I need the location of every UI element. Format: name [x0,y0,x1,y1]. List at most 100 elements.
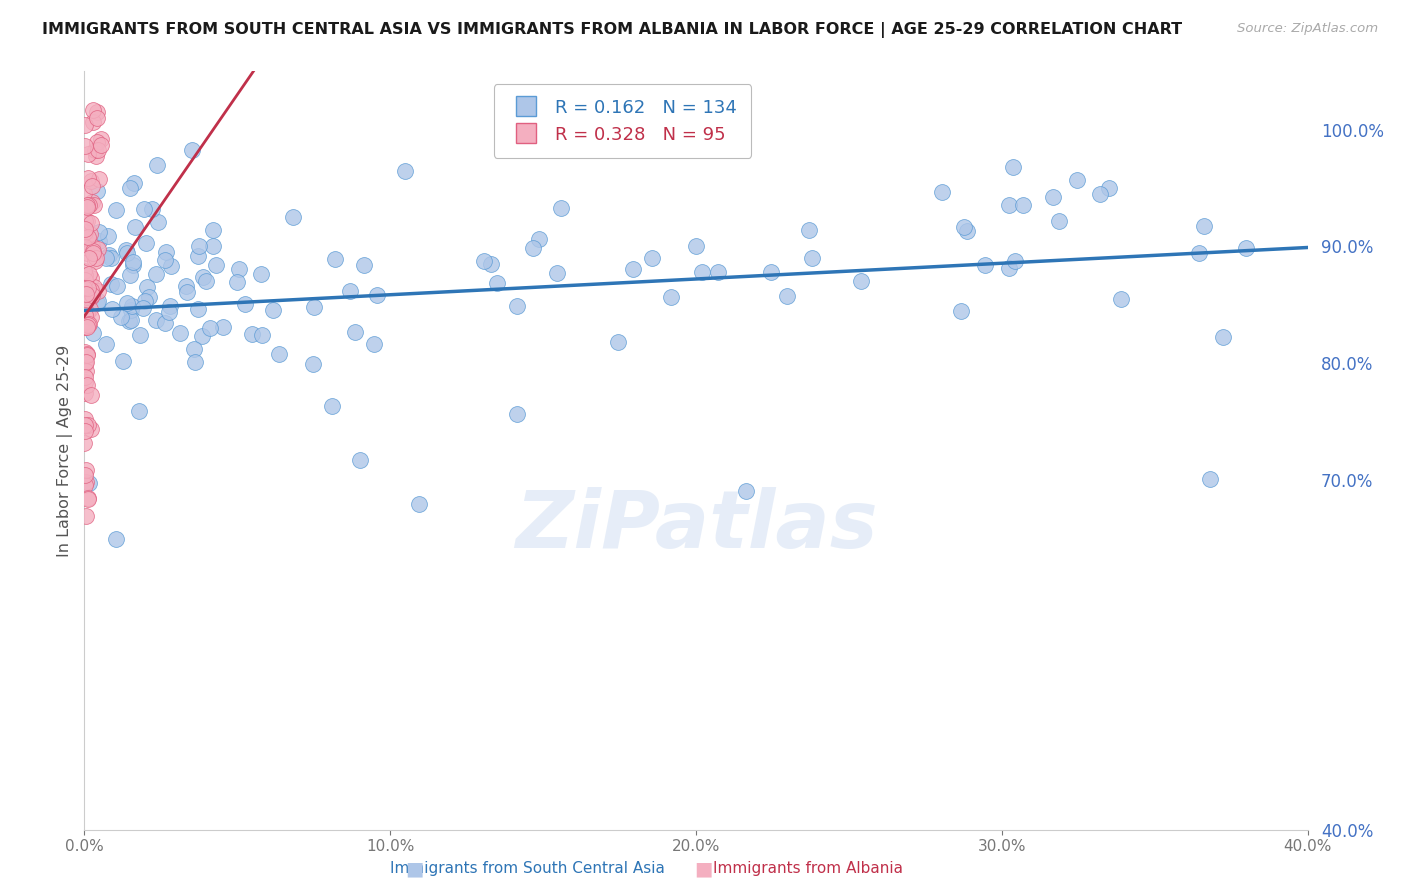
Point [82,244,104,258]
Point [801,252,824,266]
Point [522,241,544,255]
Point [191,269,214,284]
Point [250,327,273,342]
Point [73,308,96,322]
Point [77,242,100,256]
Point [641,251,664,265]
Point [685,239,707,253]
Point [73,281,96,295]
Point [75,386,97,401]
Point [1098,181,1121,195]
Point [86,111,108,125]
Point [187,239,209,253]
Point [952,219,974,234]
Point [1042,189,1064,203]
Point [122,176,145,190]
Point [76,347,98,361]
Point [105,279,128,293]
Point [159,299,181,313]
Point [76,198,98,212]
Point [706,265,728,279]
Point [1192,219,1215,233]
Point [200,320,222,334]
Point [506,299,529,313]
Point [321,399,343,413]
Point [87,243,110,257]
Point [76,318,98,332]
Point [281,211,304,225]
Point [155,253,177,268]
Point [146,215,169,229]
Point [82,178,104,193]
Point [114,243,136,257]
Point [1002,160,1025,174]
Point [82,103,104,117]
Point [75,344,97,359]
Point [301,357,323,371]
Point [76,306,98,320]
Point [101,302,124,317]
Point [73,240,96,254]
Point [202,239,225,253]
Point [1199,472,1222,486]
Point [659,290,682,304]
Point [120,302,142,317]
Point [262,303,284,318]
Point [302,300,325,314]
Point [998,261,1021,276]
Point [76,230,98,244]
Point [73,417,96,432]
Point [121,255,143,269]
Text: Immigrants from Albania: Immigrants from Albania [713,861,904,876]
Point [195,274,218,288]
Point [73,355,96,369]
Point [87,294,110,309]
Point [82,288,104,302]
Point [79,388,101,402]
Point [118,314,141,328]
Point [75,355,97,369]
Point [86,251,108,265]
Point [323,252,346,267]
Point [79,174,101,188]
Point [474,253,496,268]
Point [76,378,98,392]
Point [76,170,98,185]
Text: ZiPatlas: ZiPatlas [515,487,877,566]
Point [394,164,416,178]
Point [94,337,117,351]
Point [80,271,103,285]
Point [141,202,163,217]
Point [75,509,97,524]
Point [1066,173,1088,187]
Point [546,266,568,280]
Point [73,199,96,213]
Point [80,310,103,324]
Point [80,422,103,436]
Point [75,463,97,477]
Point [75,214,97,228]
Point [86,135,108,149]
Y-axis label: In Labor Force | Age 25-29: In Labor Force | Age 25-29 [58,344,73,557]
Point [160,259,183,273]
Point [145,158,167,172]
Point [129,328,152,343]
Point [1109,292,1132,306]
Point [267,347,290,361]
Point [73,118,96,132]
Point [339,285,361,299]
Legend: R = 0.162   N = 134, R = 0.328   N = 95: R = 0.162 N = 134, R = 0.328 N = 95 [494,84,751,158]
Point [89,225,111,239]
Point [75,309,97,323]
Point [110,310,132,324]
Point [77,267,100,281]
Point [73,138,96,153]
Point [77,281,100,295]
Point [997,198,1019,212]
Point [73,436,96,450]
Point [75,475,97,489]
Point [75,358,97,372]
Point [1234,241,1257,255]
Point [159,305,181,319]
Point [138,290,160,304]
